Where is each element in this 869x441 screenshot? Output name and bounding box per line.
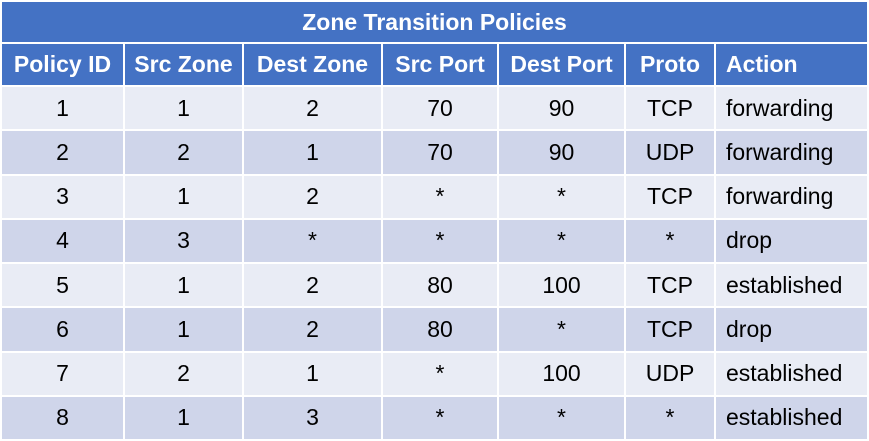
cell-action: forwarding — [716, 175, 868, 218]
cell-policy-id: 3 — [2, 175, 123, 218]
cell-src-zone: 1 — [125, 175, 242, 218]
cell-dest-port: * — [499, 396, 624, 439]
cell-src-port: * — [383, 219, 497, 262]
table-row: 6 1 2 80 * TCP drop — [2, 308, 868, 351]
cell-policy-id: 5 — [2, 264, 123, 307]
cell-dest-zone: 1 — [244, 352, 381, 395]
cell-src-port: 70 — [383, 87, 497, 130]
cell-action: forwarding — [716, 87, 868, 130]
cell-policy-id: 2 — [2, 131, 123, 174]
cell-src-zone: 1 — [125, 87, 242, 130]
cell-proto: UDP — [626, 352, 714, 395]
cell-action: established — [716, 396, 868, 439]
table-row: 5 1 2 80 100 TCP established — [2, 264, 868, 307]
table-title: Zone Transition Policies — [2, 2, 868, 42]
header-policy-id: Policy ID — [2, 44, 123, 85]
cell-src-port: * — [383, 175, 497, 218]
cell-dest-port: 100 — [499, 264, 624, 307]
header-src-zone: Src Zone — [125, 44, 242, 85]
header-row: Policy ID Src Zone Dest Zone Src Port De… — [2, 44, 868, 85]
cell-proto: TCP — [626, 308, 714, 351]
cell-proto: * — [626, 396, 714, 439]
cell-src-port: * — [383, 352, 497, 395]
cell-src-zone: 1 — [125, 264, 242, 307]
cell-proto: * — [626, 219, 714, 262]
cell-action: drop — [716, 308, 868, 351]
cell-dest-port: 90 — [499, 131, 624, 174]
cell-policy-id: 4 — [2, 219, 123, 262]
cell-dest-port: * — [499, 219, 624, 262]
cell-proto: TCP — [626, 87, 714, 130]
cell-src-zone: 1 — [125, 308, 242, 351]
cell-src-zone: 3 — [125, 219, 242, 262]
table-row: 3 1 2 * * TCP forwarding — [2, 175, 868, 218]
cell-src-zone: 2 — [125, 352, 242, 395]
cell-dest-zone: 2 — [244, 175, 381, 218]
header-dest-port: Dest Port — [499, 44, 624, 85]
cell-dest-zone: 1 — [244, 131, 381, 174]
cell-src-port: 80 — [383, 264, 497, 307]
table-row: 7 2 1 * 100 UDP established — [2, 352, 868, 395]
header-action: Action — [716, 44, 868, 85]
cell-dest-port: 90 — [499, 87, 624, 130]
cell-action: established — [716, 352, 868, 395]
cell-src-port: 70 — [383, 131, 497, 174]
header-src-port: Src Port — [383, 44, 497, 85]
cell-dest-zone: 2 — [244, 87, 381, 130]
header-dest-zone: Dest Zone — [244, 44, 381, 85]
table-row: 4 3 * * * * drop — [2, 219, 868, 262]
cell-policy-id: 7 — [2, 352, 123, 395]
table-row: 1 1 2 70 90 TCP forwarding — [2, 87, 868, 130]
cell-dest-port: * — [499, 308, 624, 351]
cell-dest-zone: 3 — [244, 396, 381, 439]
cell-proto: TCP — [626, 264, 714, 307]
cell-dest-zone: 2 — [244, 308, 381, 351]
cell-src-zone: 2 — [125, 131, 242, 174]
cell-dest-zone: 2 — [244, 264, 381, 307]
cell-dest-port: 100 — [499, 352, 624, 395]
cell-dest-port: * — [499, 175, 624, 218]
cell-action: established — [716, 264, 868, 307]
cell-policy-id: 8 — [2, 396, 123, 439]
cell-src-port: 80 — [383, 308, 497, 351]
cell-proto: TCP — [626, 175, 714, 218]
cell-dest-zone: * — [244, 219, 381, 262]
table-row: 2 2 1 70 90 UDP forwarding — [2, 131, 868, 174]
cell-action: forwarding — [716, 131, 868, 174]
cell-src-port: * — [383, 396, 497, 439]
cell-policy-id: 6 — [2, 308, 123, 351]
cell-src-zone: 1 — [125, 396, 242, 439]
table-row: 8 1 3 * * * established — [2, 396, 868, 439]
cell-policy-id: 1 — [2, 87, 123, 130]
cell-proto: UDP — [626, 131, 714, 174]
cell-action: drop — [716, 219, 868, 262]
header-proto: Proto — [626, 44, 714, 85]
